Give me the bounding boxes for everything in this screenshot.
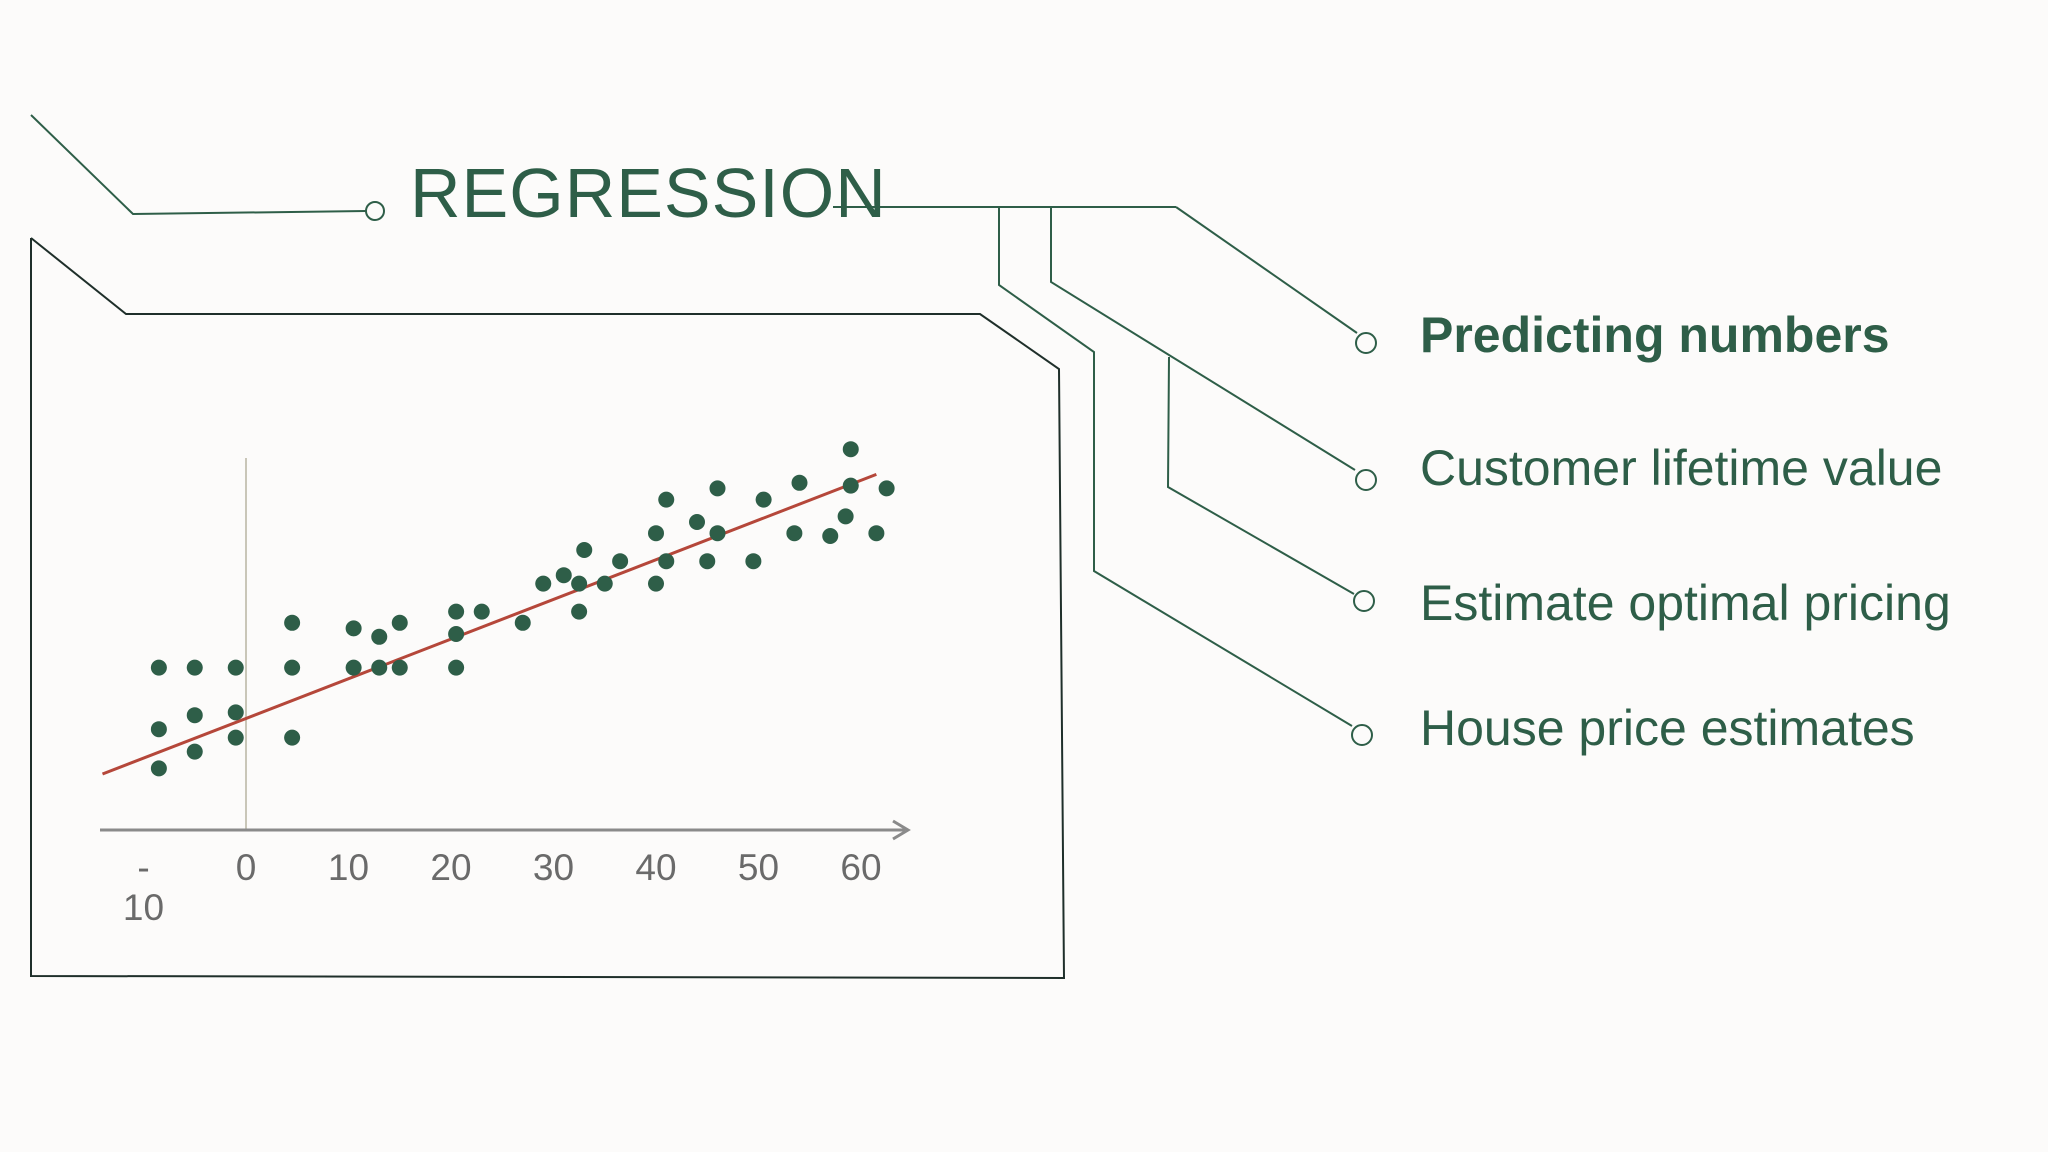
node-1 (1355, 469, 1377, 491)
data-point (822, 528, 839, 544)
data-point (391, 659, 408, 676)
data-point (186, 659, 203, 676)
x-tick-label: 10 (123, 887, 164, 928)
data-point (842, 477, 859, 494)
data-point (648, 575, 664, 592)
data-point (227, 659, 244, 676)
x-tick-label: - (137, 847, 149, 888)
title-connector (30, 114, 367, 216)
data-point (186, 707, 203, 724)
data-point (345, 659, 362, 676)
data-point (842, 441, 859, 458)
list-item-house-price-estimates: House price estimates (1420, 700, 1915, 756)
title-node (365, 201, 385, 221)
data-point (791, 474, 808, 491)
data-point (612, 553, 629, 570)
data-point (658, 553, 675, 570)
data-point (150, 721, 167, 738)
data-point (227, 729, 244, 746)
data-point (284, 659, 301, 676)
data-point (878, 480, 895, 497)
connector-1 (1050, 207, 1356, 471)
x-axis-arrow (892, 819, 911, 841)
list-item-estimate-optimal-pricing: Estimate optimal pricing (1420, 575, 1951, 631)
node-2 (1353, 590, 1375, 612)
section-title: REGRESSION (410, 154, 887, 232)
x-tick-label: 30 (533, 847, 574, 888)
data-point (284, 729, 301, 746)
data-point (555, 567, 572, 584)
data-point (689, 514, 705, 530)
connector-3 (998, 207, 1353, 727)
chart-frame (30, 237, 1066, 980)
data-point (514, 614, 531, 631)
x-tick-label: 20 (430, 847, 471, 888)
x-tick-label: 50 (738, 847, 779, 888)
data-point (745, 553, 762, 570)
x-tick-label: 10 (328, 847, 369, 888)
data-point (837, 508, 854, 525)
data-point (448, 603, 465, 620)
data-point (868, 525, 885, 542)
data-point (699, 553, 716, 570)
connector-2 (1166, 356, 1355, 595)
data-point (596, 575, 613, 592)
data-point (658, 491, 675, 508)
data-point (576, 542, 593, 558)
data-point (448, 659, 465, 676)
data-point (371, 628, 388, 645)
data-point (284, 614, 301, 631)
data-point (755, 491, 772, 508)
connector-0 (1175, 206, 1358, 334)
list-item-predicting-numbers: Predicting numbers (1420, 307, 1890, 363)
data-point (371, 659, 388, 676)
list-item-customer-lifetime-value: Customer lifetime value (1420, 440, 1943, 496)
data-point (571, 575, 588, 592)
data-point (391, 614, 408, 631)
data-point (448, 626, 465, 642)
data-point (709, 480, 726, 497)
x-tick-label: 40 (635, 847, 676, 888)
data-point (786, 525, 803, 542)
data-point (709, 525, 726, 542)
data-point (186, 743, 203, 760)
node-0 (1355, 332, 1377, 354)
x-tick-label: 60 (840, 847, 881, 888)
x-tick-label: 0 (236, 847, 257, 888)
data-point (648, 525, 664, 542)
data-point (535, 575, 552, 592)
data-point (473, 603, 490, 620)
data-point (150, 760, 167, 777)
node-3 (1351, 724, 1373, 746)
data-point (150, 659, 167, 676)
data-point (345, 620, 362, 637)
data-point (571, 603, 588, 620)
regression-fit-line (101, 473, 877, 776)
data-point (227, 704, 244, 721)
